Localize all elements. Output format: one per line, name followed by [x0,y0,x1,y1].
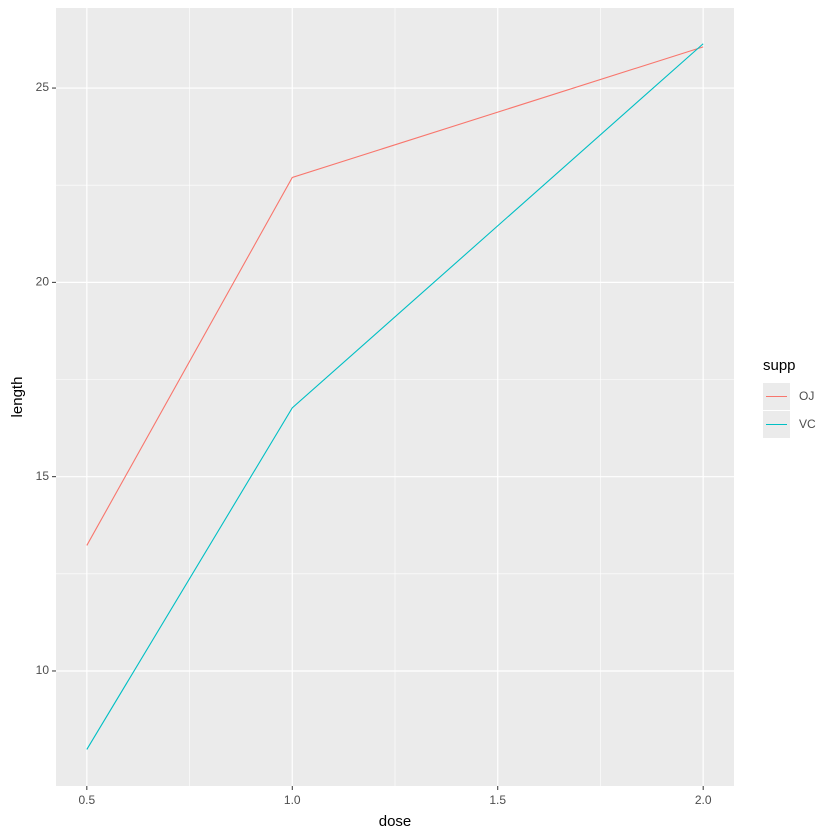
y-axis-label: length [9,377,26,418]
x-axis-label: dose [379,813,412,830]
y-tick-label: 25 [36,80,50,94]
x-tick-label: 0.5 [78,793,95,807]
x-tick-label: 1.5 [489,793,506,807]
legend-title: supp [763,357,796,374]
line [86,43,704,750]
x-tick-label: 2.0 [695,793,712,807]
y-tick-label: 15 [36,469,50,483]
legend-label: VC [799,417,816,431]
line [86,46,704,546]
y-tick-label: 10 [36,663,50,677]
legend-label: OJ [799,389,814,403]
y-tick-label: 20 [36,275,50,289]
x-tick-label: 1.0 [284,793,301,807]
